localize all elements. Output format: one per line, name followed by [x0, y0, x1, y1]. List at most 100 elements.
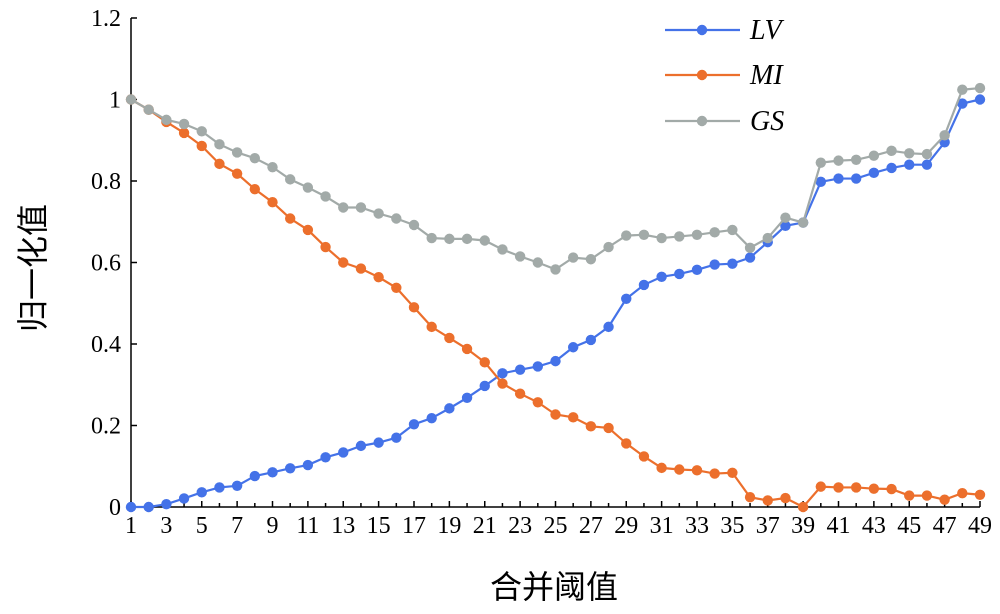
- data-point-gs: [868, 150, 880, 161]
- data-point-gs: [815, 157, 827, 168]
- data-point-lv: [461, 392, 473, 403]
- data-point-mi: [868, 483, 880, 494]
- data-point-lv: [868, 167, 880, 179]
- x-tick-label: 1: [125, 513, 137, 539]
- data-point-gs: [373, 208, 384, 219]
- data-point-lv: [567, 342, 579, 353]
- y-axis-title: 归一化值: [14, 204, 52, 332]
- data-point-mi: [815, 481, 827, 492]
- data-point-mi: [408, 302, 420, 313]
- data-point-gs: [850, 154, 862, 166]
- data-point-gs: [585, 254, 597, 265]
- data-point-lv: [444, 403, 455, 414]
- y-tick-label: 0.4: [91, 332, 121, 358]
- data-point-gs: [178, 118, 190, 130]
- axes: [130, 17, 981, 508]
- data-point-mi: [373, 271, 384, 283]
- data-point-gs: [426, 232, 437, 244]
- data-point-mi: [833, 482, 844, 493]
- data-point-lv: [674, 268, 685, 280]
- data-point-mi: [957, 487, 968, 499]
- data-point-gs: [355, 202, 367, 213]
- x-tick-label: 27: [579, 513, 603, 539]
- data-point-gs: [780, 212, 791, 223]
- data-point-lv: [603, 321, 614, 333]
- legend-item-lv: LV: [665, 15, 785, 46]
- data-point-mi: [532, 397, 544, 408]
- data-point-mi: [762, 495, 773, 506]
- legend-label: MI: [749, 60, 784, 91]
- x-tick-label: 7: [231, 513, 243, 539]
- x-tick-label: 23: [508, 513, 532, 539]
- data-point-lv: [532, 361, 544, 372]
- data-point-gs: [196, 126, 207, 137]
- data-point-lv: [302, 459, 314, 471]
- data-point-gs: [886, 145, 897, 157]
- x-tick-label: 21: [473, 513, 497, 539]
- data-point-gs: [338, 202, 349, 213]
- y-tick-label: 1: [109, 88, 121, 114]
- data-point-lv: [727, 258, 738, 269]
- y-tick-label: 1.2: [91, 6, 121, 32]
- data-point-lv: [957, 98, 968, 109]
- legend-item-mi: MI: [665, 60, 784, 91]
- data-point-mi: [638, 451, 650, 462]
- data-point-lv: [691, 264, 703, 276]
- legend: LV MI GS: [665, 15, 785, 137]
- data-point-lv: [249, 470, 261, 482]
- data-point-gs: [833, 155, 844, 166]
- data-point-mi: [585, 421, 597, 432]
- legend-label: LV: [749, 15, 785, 46]
- data-point-mi: [461, 343, 473, 355]
- x-tick-label: 37: [756, 513, 780, 539]
- data-point-lv: [815, 176, 827, 188]
- data-point-lv: [780, 220, 791, 232]
- data-point-mi: [249, 183, 261, 195]
- x-tick-label: 29: [614, 513, 638, 539]
- data-point-lv: [744, 252, 756, 263]
- data-point-mi: [550, 409, 561, 420]
- data-point-mi: [196, 140, 207, 152]
- data-point-mi: [974, 489, 986, 500]
- legend-swatch-marker: [696, 115, 708, 127]
- data-point-lv: [355, 440, 367, 452]
- data-point-gs: [320, 191, 331, 202]
- data-point-mi: [514, 388, 526, 399]
- data-point-gs: [638, 229, 650, 240]
- data-point-lv: [143, 501, 154, 513]
- data-point-mi: [886, 483, 897, 495]
- data-point-gs: [267, 161, 278, 173]
- data-point-gs: [727, 224, 738, 236]
- x-tick-label: 17: [402, 513, 426, 539]
- y-tick-label: 0: [109, 495, 121, 521]
- x-tick-label: 9: [267, 513, 279, 539]
- data-point-mi: [939, 494, 950, 505]
- data-point-gs: [921, 148, 933, 160]
- data-point-lv: [904, 159, 915, 170]
- data-point-lv: [850, 173, 862, 184]
- data-point-lv: [125, 501, 137, 513]
- data-point-lv: [550, 355, 561, 367]
- data-point-gs: [143, 104, 154, 115]
- legend-swatch-marker: [696, 24, 708, 36]
- data-point-mi: [214, 158, 225, 170]
- data-point-mi: [780, 492, 791, 504]
- data-point-gs: [461, 233, 473, 245]
- data-point-mi: [302, 224, 314, 236]
- data-point-lv: [267, 467, 278, 478]
- data-point-lv: [426, 412, 437, 424]
- data-point-gs: [744, 242, 756, 254]
- data-point-mi: [904, 490, 915, 501]
- data-point-mi: [178, 127, 190, 139]
- data-point-gs: [514, 251, 526, 262]
- data-point-gs: [974, 82, 986, 94]
- data-point-gs: [214, 139, 225, 150]
- data-point-mi: [497, 378, 508, 389]
- data-point-lv: [320, 452, 331, 463]
- data-point-gs: [709, 227, 720, 238]
- data-point-lv: [974, 94, 986, 105]
- data-point-gs: [674, 231, 685, 242]
- data-point-gs: [939, 130, 950, 141]
- y-tick-label: 0.6: [91, 251, 121, 277]
- data-point-lv: [408, 419, 420, 430]
